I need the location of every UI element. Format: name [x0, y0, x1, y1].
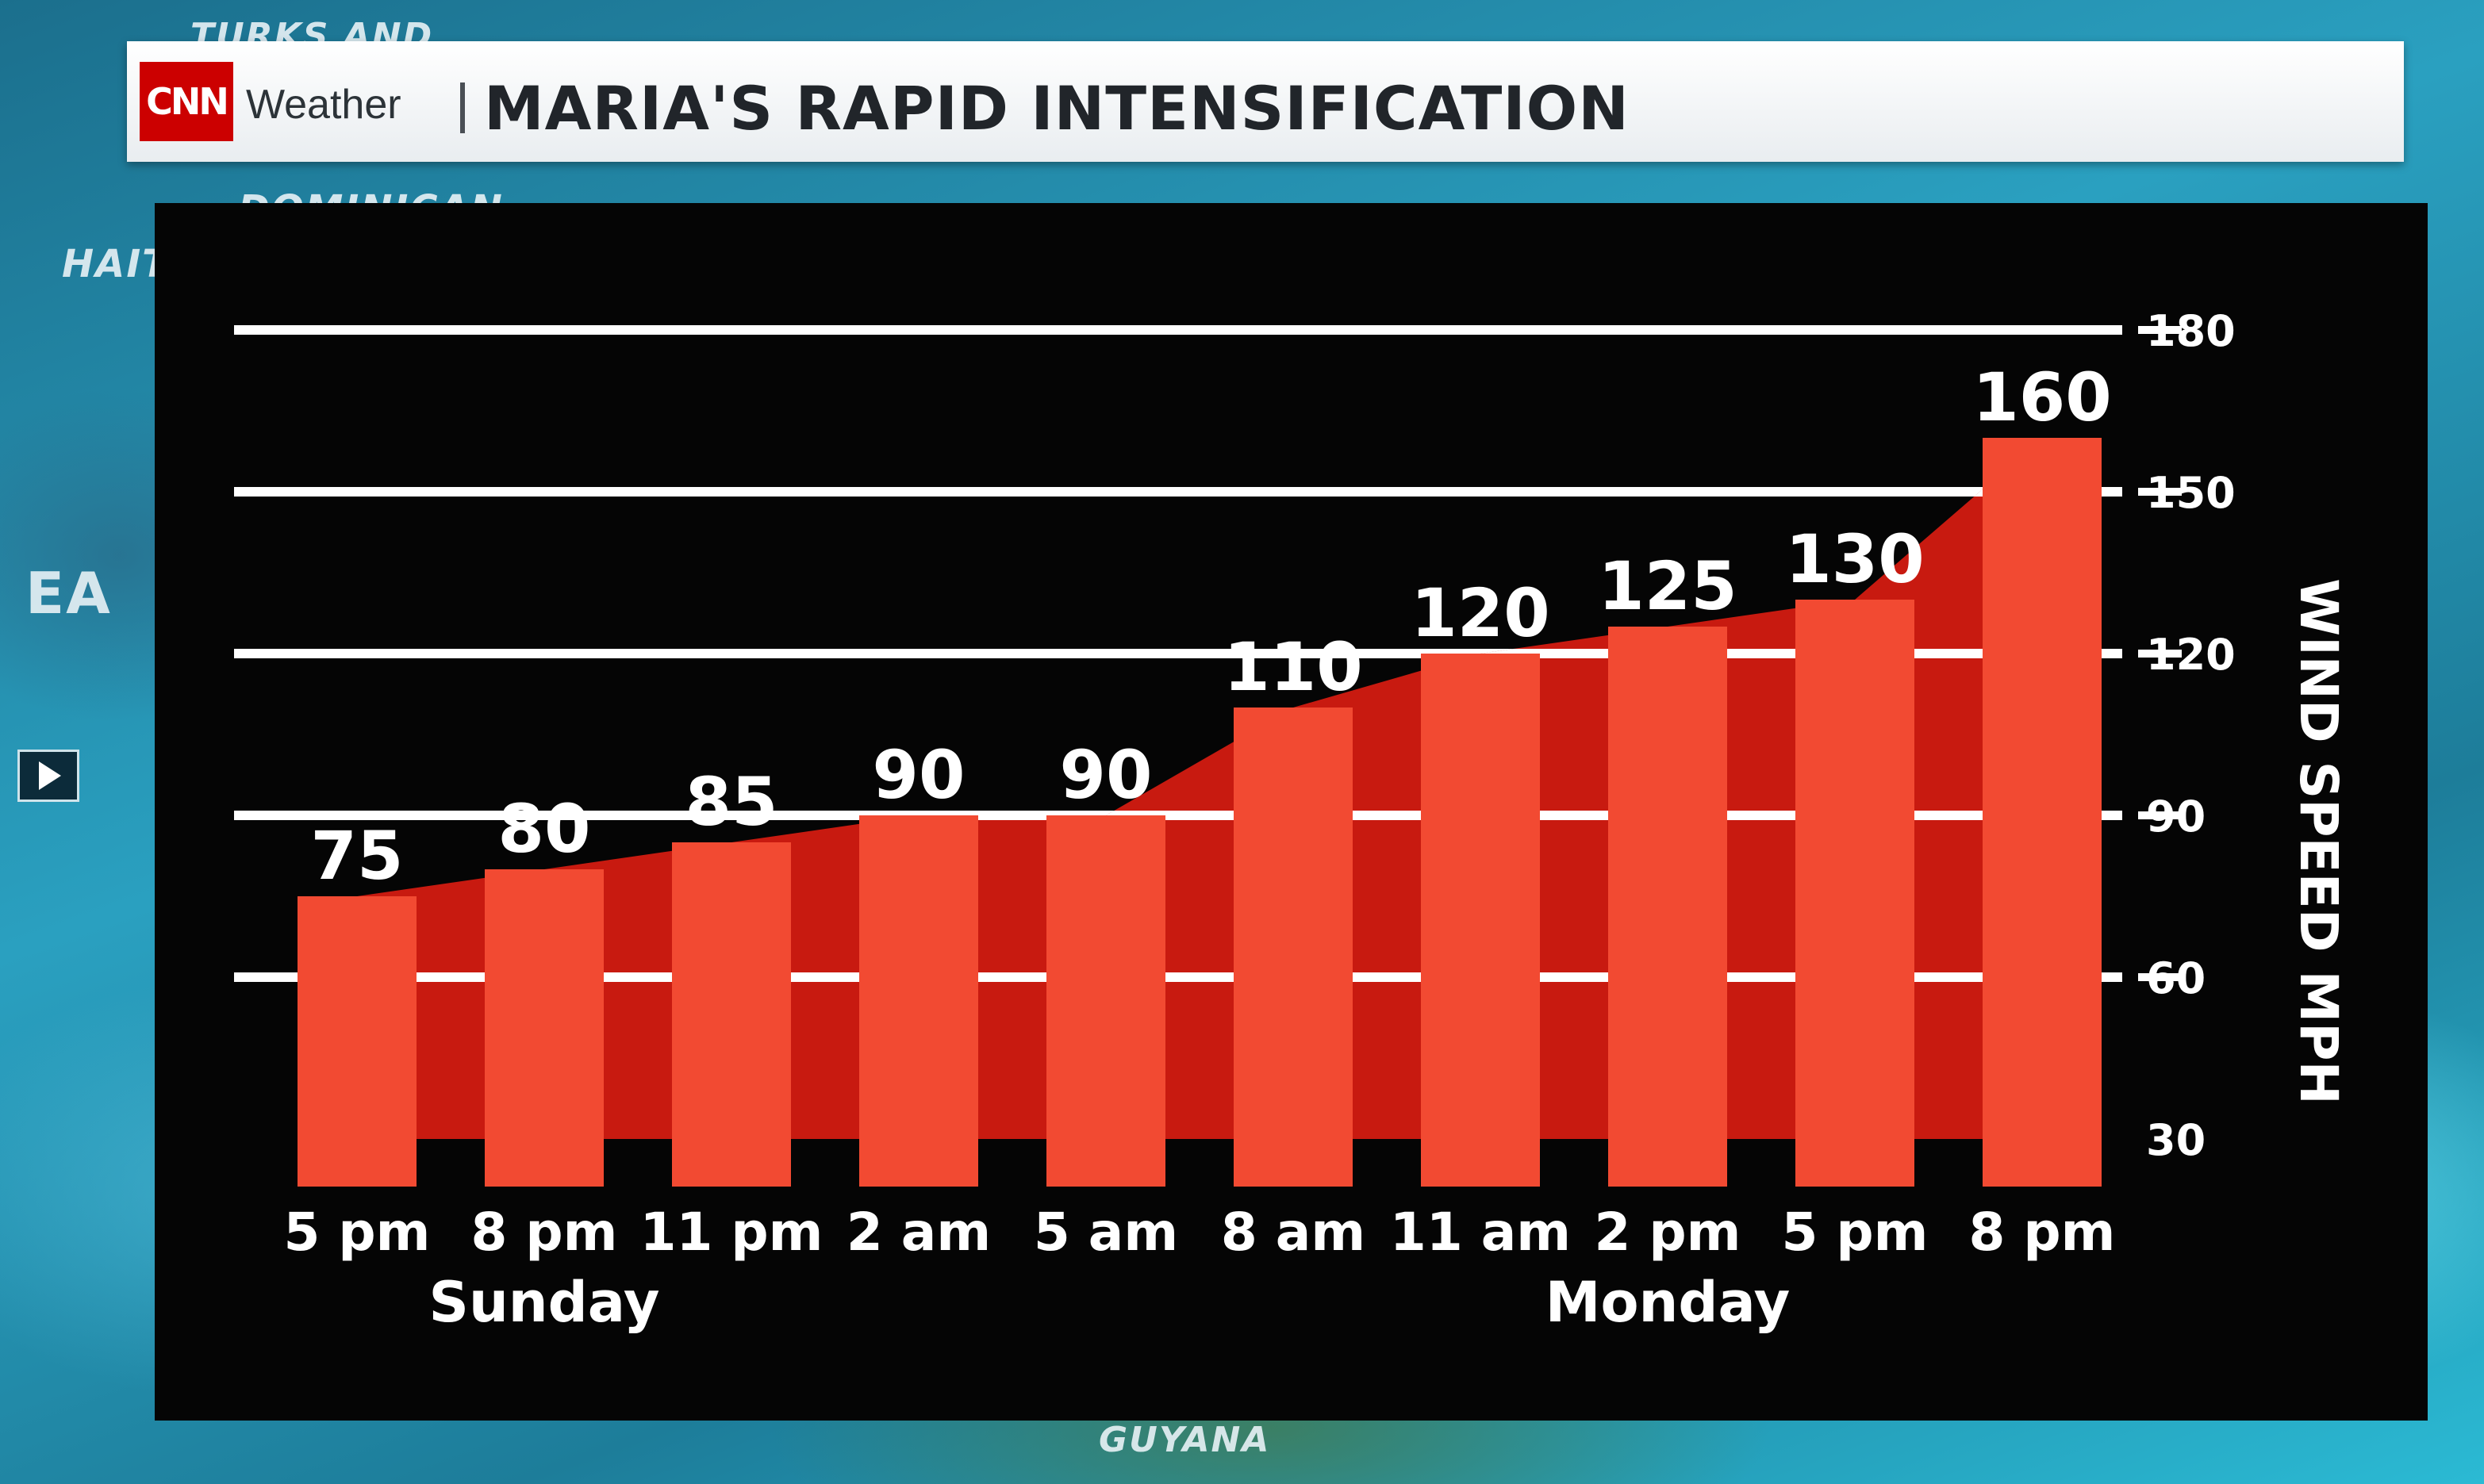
bar	[1046, 815, 1165, 1187]
bar	[298, 896, 417, 1187]
chart-title: MARIA'S RAPID INTENSIFICATION	[484, 73, 1630, 144]
cnn-logo: CNN	[140, 62, 233, 141]
bar-value-label: 125	[1598, 547, 1737, 625]
bar	[672, 842, 791, 1187]
y-tick-label: 60	[2146, 953, 2206, 1003]
banner-separator	[460, 82, 465, 133]
chart-panel: 75 80 85 90 90 110 120 125 130 160 5 pm 8 pm 11 pm 2…	[155, 203, 2428, 1421]
bar	[1234, 707, 1353, 1187]
x-tick-label: 5 pm	[1782, 1202, 1929, 1263]
weather-section-label: Weather	[246, 82, 401, 128]
bar-value-label: 75	[311, 817, 404, 895]
bar	[859, 815, 978, 1187]
x-tick-label: 11 am	[1390, 1202, 1571, 1263]
bar-value-label: 90	[873, 736, 966, 814]
y-tick-label: 150	[2146, 468, 2236, 518]
y-tick-label: 90	[2146, 792, 2206, 842]
x-tick-label: 2 am	[847, 1202, 991, 1263]
y-tick-label: 180	[2146, 306, 2236, 356]
map-label-sea: EA	[25, 560, 112, 627]
x-tick-label: 11 pm	[640, 1202, 824, 1263]
x-tick-label: 8 pm	[1969, 1202, 2116, 1263]
bar	[1983, 438, 2102, 1187]
bar-value-label: 120	[1411, 574, 1549, 652]
value-labels: 75 80 85 90 90 110 120 125 130 160	[311, 359, 2112, 895]
wind-speed-chart: 75 80 85 90 90 110 120 125 130 160 5 pm 8 pm 11 pm 2…	[234, 306, 2349, 1335]
y-tick-labels: 30 60 90 120 150 180	[2138, 306, 2236, 1165]
y-tick-label: 120	[2146, 630, 2236, 680]
x-tick-label: 5 pm	[284, 1202, 431, 1263]
y-tick-label: 30	[2146, 1115, 2206, 1165]
play-control-icon[interactable]	[17, 750, 79, 802]
bar	[1421, 654, 1540, 1187]
bar-value-label: 80	[498, 790, 591, 868]
bar	[485, 869, 604, 1187]
y-axis-label: WIND SPEED MPH	[2288, 578, 2349, 1104]
bar-value-label: 85	[685, 763, 778, 841]
bar-value-label: 130	[1785, 520, 1924, 598]
day-label: Sunday	[429, 1270, 660, 1335]
bar-value-label: 90	[1060, 736, 1153, 814]
day-label: Monday	[1545, 1270, 1790, 1335]
map-label-guyana: GUYANA	[1099, 1420, 1271, 1460]
title-banner: CNN Weather MARIA'S RAPID INTENSIFICATIO…	[127, 41, 2404, 162]
x-tick-label: 8 am	[1221, 1202, 1365, 1263]
x-tick-label: 8 pm	[471, 1202, 618, 1263]
bar-value-label: 160	[1972, 359, 2111, 436]
bars	[298, 438, 2102, 1187]
bar	[1608, 627, 1727, 1187]
x-tick-label: 2 pm	[1595, 1202, 1741, 1263]
bar-value-label: 110	[1223, 628, 1362, 706]
x-tick-label: 5 am	[1034, 1202, 1178, 1263]
x-tick-labels: 5 pm 8 pm 11 pm 2 am 5 am 8 am 11 am 2 pm 5 pm 8 …	[284, 1202, 2116, 1335]
bar	[1795, 600, 1914, 1187]
